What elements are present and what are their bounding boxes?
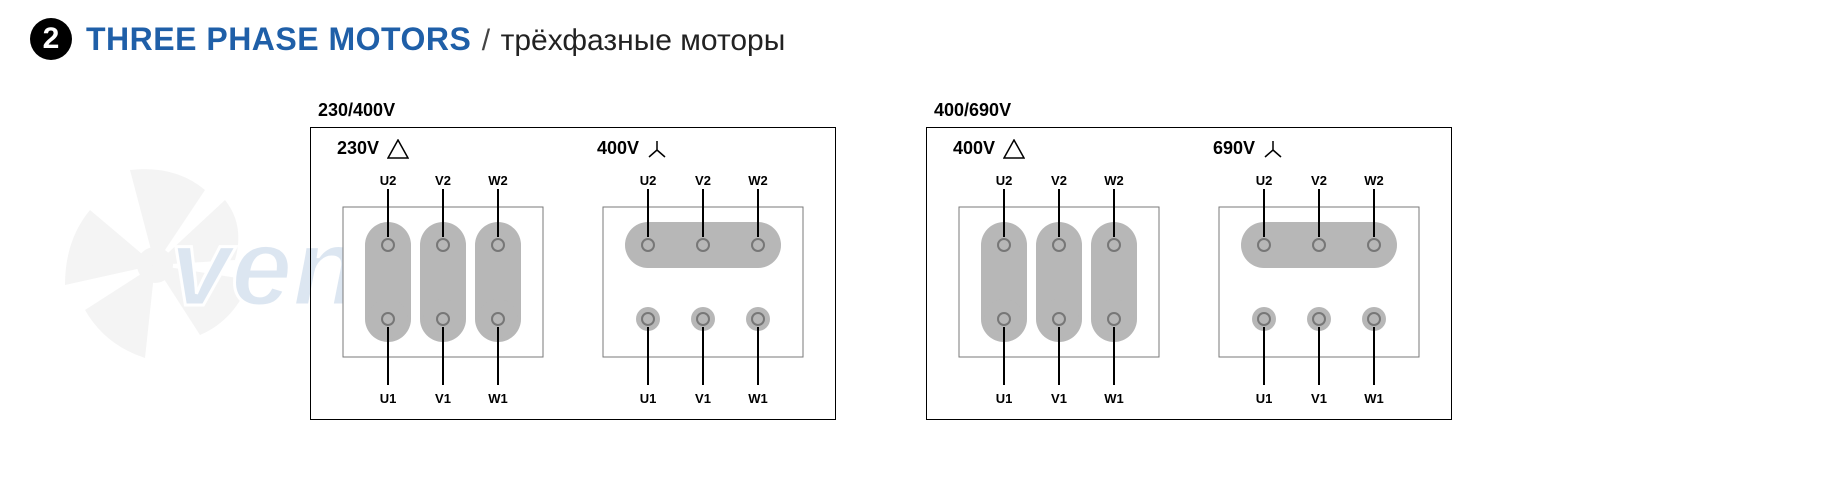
star-icon: [647, 139, 667, 159]
svg-text:W1: W1: [1104, 391, 1124, 406]
section-number: 2: [43, 22, 60, 56]
svg-text:V2: V2: [695, 173, 711, 188]
svg-text:V2: V2: [1051, 173, 1067, 188]
panel-header: 400V: [953, 138, 1025, 159]
title-separator: /: [482, 24, 490, 57]
svg-text:V1: V1: [1051, 391, 1067, 406]
svg-text:W1: W1: [1364, 391, 1384, 406]
svg-text:V1: V1: [695, 391, 711, 406]
svg-text:U1: U1: [640, 391, 657, 406]
voltage-group: 230/400V230VU2U1V2V1W2W1400VU2U1V2V1W2W1: [310, 100, 836, 420]
wiring-panel: 400VU2 U1 V2 V1 W2 W1: [949, 138, 1169, 419]
group-label: 400/690V: [934, 100, 1452, 121]
svg-text:U2: U2: [996, 173, 1013, 188]
svg-text:V2: V2: [1311, 173, 1327, 188]
group-label: 230/400V: [318, 100, 836, 121]
section-number-badge: 2: [30, 18, 72, 60]
svg-text:V1: V1: [435, 391, 451, 406]
section-header: 2 THREE PHASE MOTORS / трёхфазные моторы: [0, 0, 1840, 70]
panel-header: 400V: [597, 138, 667, 159]
svg-text:U2: U2: [1256, 173, 1273, 188]
terminal-diagram: U2 U1 V2 V1 W2 W1: [593, 163, 813, 419]
svg-text:W1: W1: [748, 391, 768, 406]
svg-text:V1: V1: [1311, 391, 1327, 406]
section-title: THREE PHASE MOTORS / трёхфазные моторы: [86, 21, 785, 58]
terminal-diagram: U2 U1 V2 V1 W2 W1: [333, 163, 553, 419]
diagram-box: 400VU2U1V2V1W2W1690VU2U1V2V1W2W1: [926, 127, 1452, 420]
svg-text:W2: W2: [1364, 173, 1384, 188]
star-icon: [1263, 139, 1283, 159]
voltage-group: 400/690V400VU2U1V2V1W2W1690VU2U1V2V1W2W1: [926, 100, 1452, 420]
panel-header: 230V: [337, 138, 409, 159]
voltage-label: 400V: [597, 138, 639, 159]
svg-text:W1: W1: [488, 391, 508, 406]
panel-header: 690V: [1213, 138, 1283, 159]
wiring-panel: 400VU2 U1 V2 V1 W2 W1: [593, 138, 813, 419]
voltage-label: 690V: [1213, 138, 1255, 159]
svg-text:U1: U1: [1256, 391, 1273, 406]
delta-icon: [387, 139, 409, 159]
title-english: THREE PHASE MOTORS: [86, 21, 471, 57]
voltage-label: 400V: [953, 138, 995, 159]
diagram-box: 230VU2U1V2V1W2W1400VU2U1V2V1W2W1: [310, 127, 836, 420]
terminal-diagram: U2 U1 V2 V1 W2 W1: [949, 163, 1169, 419]
voltage-label: 230V: [337, 138, 379, 159]
svg-text:U1: U1: [380, 391, 397, 406]
svg-text:U2: U2: [380, 173, 397, 188]
diagram-groups: 230/400V230VU2U1V2V1W2W1400VU2U1V2V1W2W1…: [0, 70, 1840, 420]
title-russian: трёхфазные моторы: [501, 24, 786, 57]
svg-text:W2: W2: [748, 173, 768, 188]
wiring-panel: 690VU2 U1 V2 V1 W2 W1: [1209, 138, 1429, 419]
svg-text:V2: V2: [435, 173, 451, 188]
svg-text:W2: W2: [488, 173, 508, 188]
svg-text:U2: U2: [640, 173, 657, 188]
svg-text:W2: W2: [1104, 173, 1124, 188]
delta-icon: [1003, 139, 1025, 159]
wiring-panel: 230VU2 U1 V2 V1 W2 W1: [333, 138, 553, 419]
svg-text:U1: U1: [996, 391, 1013, 406]
terminal-diagram: U2 U1 V2 V1 W2 W1: [1209, 163, 1429, 419]
